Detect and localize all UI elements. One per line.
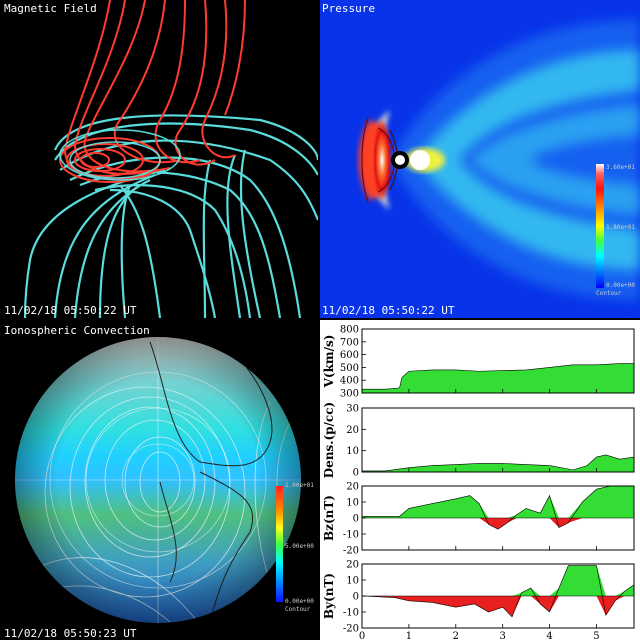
pressure-title: Pressure bbox=[322, 2, 375, 15]
magnetic-field-title: Magnetic Field bbox=[4, 2, 97, 15]
series-line-1 bbox=[362, 454, 635, 472]
series-area-negative-2 bbox=[362, 518, 634, 530]
magnetic-field-timestamp: 11/02/18 05:50:22 UT bbox=[4, 304, 137, 317]
y-tick-label: -10 bbox=[343, 608, 359, 619]
x-tick-label: 2 bbox=[453, 631, 459, 640]
ionosphere-colorbar-mid: 5.00e+00 bbox=[285, 543, 314, 550]
x-tick-label: 3 bbox=[500, 631, 506, 640]
y-tick-label: 0 bbox=[353, 514, 359, 525]
ionosphere-colorbar-label: Contour bbox=[285, 606, 311, 613]
y-tick-label: 400 bbox=[340, 376, 359, 387]
magnetic-field-lines bbox=[23, 0, 318, 318]
ionosphere-title: Ionospheric Convection bbox=[4, 324, 150, 337]
ionosphere-colorbar-min: 0.00e+00 bbox=[285, 598, 314, 605]
series-line-3 bbox=[361, 565, 635, 618]
ionosphere-colorbar bbox=[276, 486, 283, 602]
y-tick-label: 20 bbox=[346, 560, 359, 571]
y-tick-label: 0 bbox=[353, 592, 359, 603]
x-tick-label: 1 bbox=[406, 631, 412, 640]
y-tick-label: 500 bbox=[340, 363, 359, 374]
pressure-colorbar-mid: 1.80e+01 bbox=[606, 224, 635, 231]
series-line-0 bbox=[362, 363, 634, 390]
y-tick-label: 300 bbox=[340, 389, 359, 400]
y-tick-label: 30 bbox=[346, 404, 359, 415]
pressure-colorbar-label: Contour bbox=[596, 290, 622, 297]
pressure-map bbox=[320, 0, 640, 318]
y-tick-label: 700 bbox=[340, 337, 359, 348]
y-tick-label: 20 bbox=[346, 425, 359, 436]
y-axis-label: Dens.(p/cc) bbox=[322, 402, 336, 478]
y-tick-label: -10 bbox=[343, 530, 359, 541]
y-axis-label: By(nT) bbox=[322, 573, 336, 619]
pressure-panel: Pressure 11/02/18 05:50:22 UT 3.60e+01 1… bbox=[320, 0, 640, 318]
pressure-colorbar-max: 3.60e+01 bbox=[606, 164, 635, 171]
y-axis-label: V(km/s) bbox=[322, 335, 336, 389]
y-tick-label: 10 bbox=[346, 446, 359, 457]
y-tick-label: 10 bbox=[346, 576, 359, 587]
pressure-timestamp: 11/02/18 05:50:22 UT bbox=[322, 304, 455, 317]
y-axis-label: Bz(nT) bbox=[322, 495, 336, 541]
x-tick-label: 4 bbox=[546, 631, 552, 640]
pressure-colorbar-min: 0.00e+00 bbox=[606, 282, 635, 289]
magnetic-field-panel: Magnetic Field 11/02/18 05:50:22 UT bbox=[0, 0, 318, 318]
series-area-positive-2 bbox=[362, 486, 634, 518]
y-tick-label: 800 bbox=[340, 325, 359, 336]
y-tick-label: -20 bbox=[343, 546, 359, 557]
y-tick-label: 10 bbox=[346, 498, 359, 509]
plot-frame-0 bbox=[361, 328, 635, 394]
ionosphere-colorbar-max: 1.00e+01 bbox=[285, 482, 314, 489]
series-line-2 bbox=[362, 485, 634, 530]
series-area-positive-3 bbox=[362, 565, 634, 596]
x-tick-label: 0 bbox=[359, 631, 365, 640]
ionosphere-panel: Ionospheric Convection 11/02/18 05:50:23… bbox=[0, 322, 318, 640]
series-area-positive-0 bbox=[362, 363, 634, 393]
y-tick-label: -20 bbox=[343, 624, 359, 635]
y-tick-label: 600 bbox=[340, 350, 359, 361]
pressure-colorbar bbox=[596, 164, 604, 288]
x-tick-label: 5 bbox=[593, 631, 599, 640]
solar-wind-panel: 800 700 600 500 400 300 V(km/s) 30 20 10 0 Dens.(p/… bbox=[320, 320, 640, 640]
solar-wind-chart: 800700600500400300V(km/s)3020100Dens.(p/… bbox=[322, 325, 635, 640]
plot-frame-1 bbox=[361, 407, 635, 473]
y-tick-label: 20 bbox=[346, 482, 359, 493]
y-tick-label: 0 bbox=[353, 468, 359, 479]
ionosphere-map bbox=[15, 337, 301, 623]
ionosphere-timestamp: 11/02/18 05:50:23 UT bbox=[4, 627, 137, 640]
series-area-negative-3 bbox=[362, 596, 634, 617]
